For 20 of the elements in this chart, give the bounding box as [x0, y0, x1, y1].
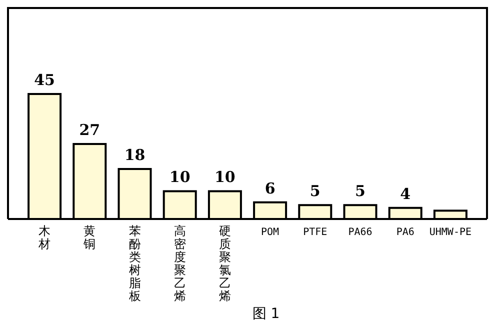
x-tick-label: PA6 [396, 227, 414, 238]
x-tick-label: 木材 [38, 224, 51, 251]
data-label: 6 [264, 179, 276, 198]
data-label: 5 [310, 182, 320, 200]
x-tick-label: 苯酚类树脂板 [128, 224, 141, 303]
x-tick-label: 高密度聚乙烯 [174, 224, 186, 303]
x-tick-label: UHMW-PE [429, 227, 472, 238]
x-tick-label: 黄铜 [82, 224, 96, 251]
data-label: 10 [169, 168, 190, 186]
caption: 图 1 [252, 306, 280, 322]
x-tick-label: PTFE [303, 227, 328, 238]
x-tick-label: PA66 [348, 227, 372, 238]
data-label: 5 [355, 182, 366, 200]
x-tick-label: POM [261, 227, 280, 238]
data-label: 4 [400, 184, 411, 203]
data-label: 10 [214, 168, 236, 186]
data-label: 45 [34, 71, 55, 89]
data-label: 27 [79, 121, 100, 139]
data-label: 18 [124, 146, 146, 164]
x-tick-label: 硬质聚氯乙烯 [218, 224, 231, 303]
